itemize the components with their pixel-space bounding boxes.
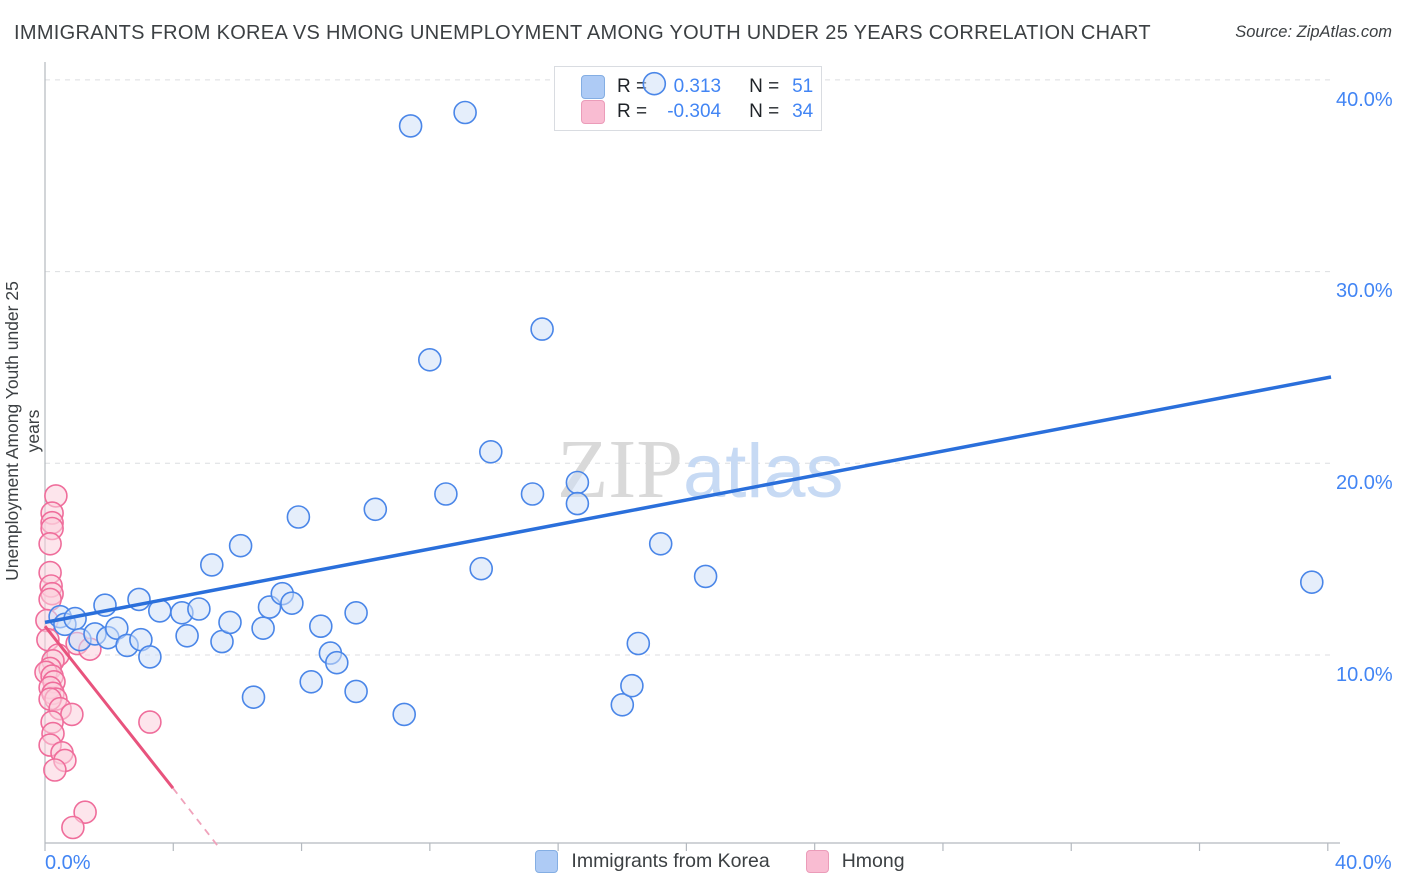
scatter-point-korea xyxy=(693,564,718,589)
scatter-point-korea xyxy=(299,669,324,694)
legend-row-korea: R = 0.313 N = 51 xyxy=(581,74,821,99)
scatter-point-korea xyxy=(228,533,253,558)
r-value-korea: 0.313 xyxy=(673,75,722,97)
korea-trend xyxy=(44,375,1332,625)
scatter-point-hmong xyxy=(38,531,62,556)
scatter-point-korea xyxy=(200,553,224,577)
scatter-point-hmong xyxy=(43,758,67,782)
scatter-point-korea xyxy=(626,631,651,656)
scatter-point-hmong xyxy=(61,815,85,840)
r-value-hmong: -0.304 xyxy=(667,100,722,122)
scatter-point-hmong xyxy=(60,702,84,727)
scatter-point-korea xyxy=(280,591,304,616)
scatter-point-korea xyxy=(324,650,349,675)
scatter-point-korea xyxy=(218,610,242,635)
x-tick-40: 40.0% xyxy=(1335,852,1392,874)
scatter-point-korea xyxy=(453,100,477,125)
page-title: IMMIGRANTS FROM KOREA VS HMONG UNEMPLOYM… xyxy=(14,22,1151,44)
y-tick-20: 20.0% xyxy=(1336,472,1393,494)
y-tick-10: 10.0% xyxy=(1336,664,1393,686)
scatter-point-korea xyxy=(417,347,442,372)
scatter-point-korea xyxy=(308,614,333,639)
scatter-point-korea xyxy=(478,439,503,464)
n-value-korea: 51 xyxy=(792,75,814,97)
r-label: R = xyxy=(617,100,648,122)
scatter-point-korea xyxy=(565,470,590,495)
n-label: N = xyxy=(749,100,780,122)
legend-item-korea: Immigrants from Korea xyxy=(535,850,770,873)
scatter-point-korea xyxy=(286,505,311,529)
legend-row-hmong: R = -0.304 N = 34 xyxy=(581,99,821,124)
y-tick-30: 30.0% xyxy=(1336,280,1393,302)
scatter-point-korea xyxy=(363,497,388,522)
scatter-point-korea xyxy=(642,71,667,96)
scatter-point-korea xyxy=(344,679,368,704)
scatter-point-korea xyxy=(398,114,423,138)
scatter-point-korea xyxy=(251,616,275,641)
scatter-point-korea xyxy=(175,623,199,648)
scatter-point-korea xyxy=(520,482,545,506)
legend-item-hmong: Hmong xyxy=(805,850,905,873)
korea-swatch-icon xyxy=(535,850,559,873)
hmong-swatch-icon xyxy=(581,99,605,124)
scatter-point-hmong xyxy=(73,800,97,825)
hmong-trend-extension xyxy=(172,787,221,850)
r-label: R = xyxy=(617,75,648,97)
scatter-point-korea xyxy=(648,531,673,556)
scatter-point-korea xyxy=(241,685,266,710)
korea-swatch-icon xyxy=(581,74,605,99)
scatter-point-korea xyxy=(620,673,644,698)
y-tick-40: 40.0% xyxy=(1336,89,1393,111)
legend-label-hmong: Hmong xyxy=(841,850,905,872)
scatter-point-korea xyxy=(105,616,129,641)
scatter-point-korea xyxy=(392,702,417,727)
scatter-point-korea xyxy=(469,556,494,581)
scatter-point-korea xyxy=(1300,570,1324,595)
scatter-point-korea xyxy=(610,692,635,717)
n-value-hmong: 34 xyxy=(792,100,814,122)
n-label: N = xyxy=(749,75,780,97)
source-attribution: Source: ZipAtlas.com xyxy=(1235,23,1392,41)
hmong-trend xyxy=(43,625,175,790)
scatter-point-korea xyxy=(344,600,368,625)
series-legend: Immigrants from Korea Hmong xyxy=(0,850,1406,873)
x-tick-0: 0.0% xyxy=(45,852,91,874)
scatter-point-korea xyxy=(434,482,458,506)
scatter-point-korea xyxy=(530,317,554,341)
correlation-legend: R = 0.313 N = 51 R = -0.304 N = 34 xyxy=(554,66,822,131)
scatter-point-hmong xyxy=(138,710,162,734)
scatter-point-korea xyxy=(565,491,590,516)
hmong-swatch-icon xyxy=(805,850,829,873)
legend-label-korea: Immigrants from Korea xyxy=(571,850,770,872)
scatter-point-korea xyxy=(138,645,162,669)
scatter-point-korea xyxy=(187,597,211,621)
